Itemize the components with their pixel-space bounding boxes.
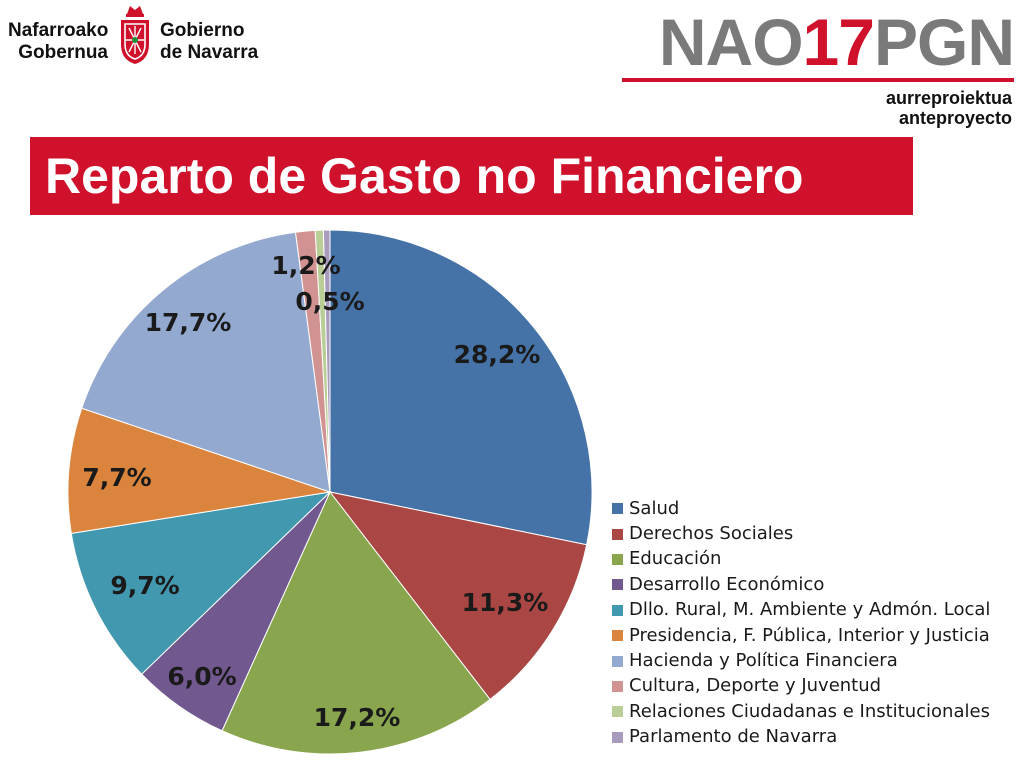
pie-slice-3 (221, 491, 491, 755)
logo-spanish-line2: de Navarra (160, 42, 259, 63)
legend-swatch (612, 579, 623, 591)
legend-item: Hacienda y Política Financiera (612, 648, 1012, 673)
legend-label: Cultura, Deporte y Juventud (629, 675, 882, 697)
brand-subtitle: aurreproiektua anteproyecto (886, 88, 1012, 128)
pie-data-label-5: 9,7% (110, 571, 179, 600)
legend-label: Relaciones Ciudadanas e Institucionales (629, 700, 990, 722)
brand-title: NAO17PGN (604, 0, 1015, 84)
logo-spanish-line1: Gobierno (160, 20, 245, 41)
legend-item: Presidencia, F. Pública, Interior y Just… (612, 623, 1012, 648)
legend-label: Presidencia, F. Pública, Interior y Just… (629, 624, 990, 646)
government-logo: Nafarroako Gobernua Gobierno de Navarra (8, 4, 278, 68)
navarra-shield-icon (121, 6, 149, 64)
brand-prefix: NAO (658, 5, 804, 79)
title-banner: Reparto de Gasto no Financiero (30, 137, 913, 215)
chart-title: Reparto de Gasto no Financiero (45, 148, 804, 204)
legend-label: Educación (629, 548, 722, 570)
legend-label: Desarrollo Económico (629, 573, 825, 595)
pie-data-label-8: 1,2% (271, 251, 340, 280)
legend-swatch (612, 731, 623, 743)
pie-slice-5 (70, 491, 332, 675)
legend-item: Dllo. Rural, M. Ambiente y Admón. Local (612, 598, 1012, 623)
legend-item: Salud (612, 496, 1012, 521)
brand-subtitle-basque: aurreproiektua (885, 88, 1012, 108)
pie-slice-1 (329, 229, 593, 546)
legend-label: Derechos Sociales (629, 523, 794, 545)
pie-data-label-6: 7,7% (82, 463, 151, 492)
legend-swatch (612, 503, 623, 515)
pie-data-label-2: 11,3% (462, 588, 549, 617)
brand-subtitle-spanish: anteproyecto (898, 108, 1012, 128)
pie-slice-2 (328, 491, 588, 701)
pie-data-label-1: 28,2% (454, 340, 541, 369)
legend-swatch (612, 706, 623, 718)
pie-slice-10 (322, 229, 331, 493)
legend-item: Desarrollo Económico (612, 572, 1012, 597)
legend-swatch (612, 680, 623, 692)
brand-suffix: PGN (873, 5, 1015, 79)
legend-item: Parlamento de Navarra (612, 725, 1012, 750)
pie-data-label-7: 17,7% (145, 308, 232, 337)
legend-item: Relaciones Ciudadanas e Institucionales (612, 699, 1012, 724)
brand-rule (622, 78, 1014, 82)
pie-slice-6 (67, 407, 331, 535)
legend-item: Educación (612, 547, 1012, 572)
legend-swatch (612, 655, 623, 667)
legend-item: Derechos Sociales (612, 521, 1012, 546)
legend-swatch (612, 528, 623, 540)
pie-data-label-9: 0,5% (295, 287, 364, 316)
legend-swatch (612, 553, 623, 565)
legend-swatch (612, 630, 623, 642)
brand-block: NAO17PGN aurreproiektua anteproyecto (604, 0, 1015, 130)
logo-spanish-text: Gobierno de Navarra (160, 20, 280, 64)
legend-item: Cultura, Deporte y Juventud (612, 674, 1012, 699)
legend-label: Hacienda y Política Financiera (629, 650, 898, 672)
legend-label: Dllo. Rural, M. Ambiente y Admón. Local (629, 599, 991, 621)
pie-slice-7 (81, 231, 331, 493)
chart-legend: Salud Derechos Sociales Educación Desarroll… (612, 496, 1012, 750)
pie-data-label-3: 17,2% (314, 703, 401, 732)
logo-basque-line1: Nafarroako (8, 20, 109, 41)
legend-swatch (612, 604, 623, 616)
legend-label: Parlamento de Navarra (629, 726, 838, 748)
legend-label: Salud (629, 497, 680, 519)
brand-number: 17 (802, 5, 875, 79)
logo-basque-text: Nafarroako Gobernua (8, 20, 108, 64)
pie-data-label-4: 6,0% (167, 662, 236, 691)
logo-basque-line2: Gobernua (18, 42, 108, 63)
